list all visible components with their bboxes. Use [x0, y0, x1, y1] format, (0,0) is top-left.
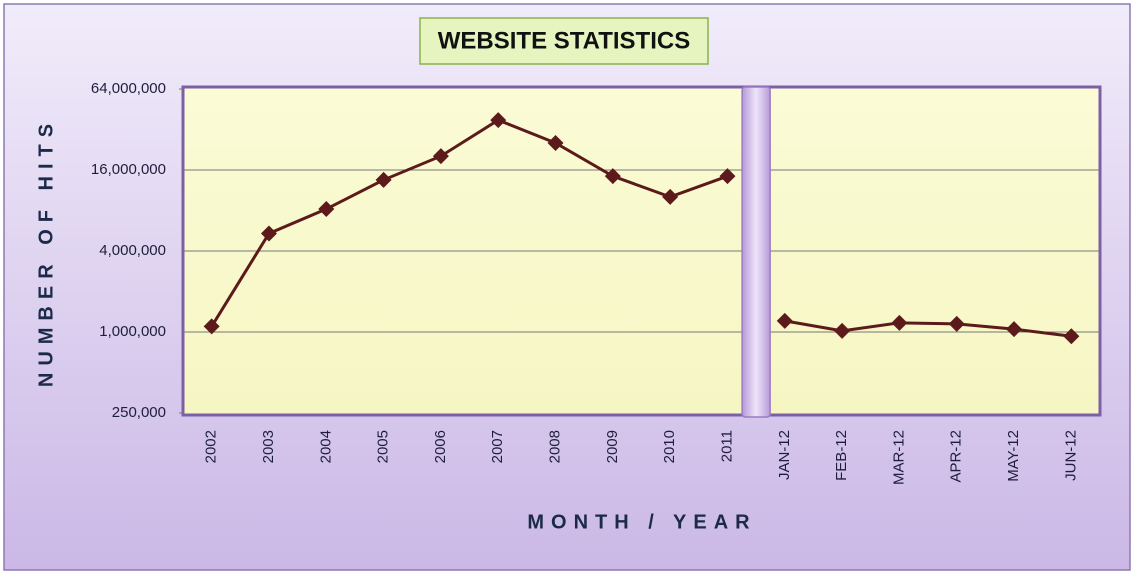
y-tick-label: 4,000,000: [99, 242, 166, 259]
x-tick-label: FEB-12: [833, 430, 850, 481]
x-tick-label: 2002: [203, 430, 220, 463]
marker: [1063, 328, 1080, 345]
chart-title: WEBSITE STATISTICS: [438, 27, 690, 54]
marker: [375, 171, 392, 188]
y-tick-label: 250,000: [112, 404, 166, 421]
x-tick-label: JUN-12: [1062, 430, 1079, 481]
marker: [547, 134, 564, 151]
marker: [891, 314, 908, 331]
title-box: [419, 17, 709, 65]
marker: [203, 318, 220, 335]
marker: [1006, 321, 1023, 338]
marker: [604, 168, 621, 185]
x-tick-label: APR-12: [948, 430, 965, 483]
x-tick-label: 2005: [375, 430, 392, 463]
marker: [948, 315, 965, 332]
x-tick-label: 2010: [661, 430, 678, 463]
y-tick-label: 64,000,000: [91, 80, 166, 97]
y-tick-label: 1,000,000: [99, 323, 166, 340]
x-tick-label: 2003: [260, 430, 277, 463]
marker: [776, 312, 793, 329]
x-tick-label: MAY-12: [1005, 430, 1022, 482]
x-tick-label: 2008: [547, 430, 564, 463]
x-axis-title: MONTH / YEAR: [527, 511, 756, 533]
x-tick-label: 2011: [718, 430, 735, 462]
y-tick-label: 16,000,000: [91, 161, 166, 178]
x-tick-label: 2004: [317, 430, 334, 463]
x-tick-label: 2009: [604, 430, 621, 463]
x-tick-label: 2007: [489, 430, 506, 463]
marker: [318, 201, 335, 218]
line: [210, 118, 728, 328]
x-tick-label: MAR-12: [890, 430, 907, 485]
marker: [432, 148, 449, 165]
divider: [741, 86, 771, 418]
marker: [719, 168, 736, 185]
marker: [834, 322, 851, 339]
y-axis-title: NUMBER OF HITS: [35, 117, 57, 387]
marker: [260, 225, 277, 242]
line: [784, 319, 1072, 338]
x-tick-label: 2006: [432, 430, 449, 463]
marker: [490, 112, 507, 129]
x-tick-label: JAN-12: [776, 430, 793, 480]
marker: [662, 188, 679, 205]
